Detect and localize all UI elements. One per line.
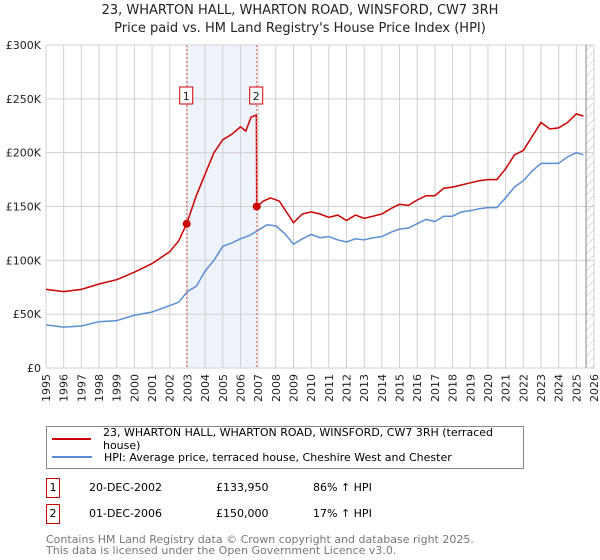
x-tick-label: 2012 xyxy=(341,374,354,402)
transaction-number: 1 xyxy=(46,478,60,498)
x-tick-label: 1997 xyxy=(75,374,88,402)
y-tick-label: £250K xyxy=(6,93,42,106)
x-tick-label: 1999 xyxy=(111,374,124,402)
legend-item-property: 23, WHARTON HALL, WHARTON ROAD, WINSFORD… xyxy=(47,426,523,452)
x-tick-label: 2001 xyxy=(146,374,159,402)
x-tick-label: 2004 xyxy=(199,374,212,402)
y-tick-label: £200K xyxy=(6,147,42,160)
x-tick-label: 2018 xyxy=(447,374,460,402)
x-tick-label: 2019 xyxy=(464,374,477,402)
y-tick-label: £300K xyxy=(6,39,42,52)
x-tick-label: 2017 xyxy=(429,374,442,402)
property-price-line xyxy=(45,113,584,293)
x-tick-label: 2015 xyxy=(394,374,407,402)
x-tick-label: 2009 xyxy=(287,374,300,402)
transaction-hpi: 86% ↑ HPI xyxy=(313,481,372,494)
transaction-number: 2 xyxy=(46,504,60,524)
sale-label-box xyxy=(179,86,194,105)
x-tick-label: 1996 xyxy=(58,374,71,402)
sale-label-box xyxy=(249,86,264,105)
x-tick-label: 2000 xyxy=(128,374,141,402)
x-tick-label: 2011 xyxy=(323,374,336,402)
x-tick-label: 1995 xyxy=(40,374,53,402)
x-tick-label: 2006 xyxy=(234,374,247,402)
x-tick-label: 2010 xyxy=(305,374,318,402)
legend-swatch-blue xyxy=(52,456,92,458)
sale-point xyxy=(252,202,261,211)
y-tick-label: £0 xyxy=(27,362,41,375)
sale-point xyxy=(182,219,191,228)
transaction-row: 2 01-DEC-2006 £150,000 17% ↑ HPI xyxy=(46,504,546,524)
y-tick-label: £150K xyxy=(6,201,42,214)
x-tick-label: 2024 xyxy=(553,374,566,402)
x-tick-label: 2020 xyxy=(482,374,495,402)
transaction-date: 01-DEC-2006 xyxy=(89,507,163,520)
footer-license: This data is licensed under the Open Gov… xyxy=(46,544,397,557)
x-tick-label: 2022 xyxy=(517,374,530,402)
transaction-date: 20-DEC-2002 xyxy=(89,481,163,494)
x-tick-label: 2016 xyxy=(411,374,424,402)
x-tick-label: 1998 xyxy=(93,374,106,402)
x-tick-label: 2014 xyxy=(376,374,389,402)
legend-label: 23, WHARTON HALL, WHARTON ROAD, WINSFORD… xyxy=(102,426,494,452)
sale-label: 1 xyxy=(183,90,190,103)
transaction-hpi: 17% ↑ HPI xyxy=(313,507,372,520)
x-tick-label: 2003 xyxy=(181,374,194,402)
legend-swatch-red xyxy=(52,438,91,440)
x-tick-label: 2008 xyxy=(270,374,283,402)
footer-copyright: Contains HM Land Registry data © Crown c… xyxy=(46,533,474,546)
y-tick-label: £100K xyxy=(6,254,42,267)
x-tick-label: 2025 xyxy=(570,374,583,402)
chart-subtitle: Price paid vs. HM Land Registry's House … xyxy=(114,21,486,36)
legend-item-hpi: HPI: Average price, terraced house, Ches… xyxy=(47,449,452,465)
price-chart: 1995 1996 1997 1998 1999 2000 2001 2002 2003 2004… xyxy=(6,39,600,402)
transaction-row: 1 20-DEC-2002 £133,950 86% ↑ HPI xyxy=(46,478,546,498)
x-tick-label: 2026 xyxy=(588,374,600,402)
chart-title: 23, WHARTON HALL, WHARTON ROAD, WINSFORD… xyxy=(101,3,499,18)
transaction-price: £150,000 xyxy=(216,507,269,520)
x-tick-label: 2007 xyxy=(252,374,265,402)
x-tick-label: 2013 xyxy=(358,374,371,402)
sale-label: 2 xyxy=(253,90,260,103)
transaction-price: £133,950 xyxy=(216,481,269,494)
legend: 23, WHARTON HALL, WHARTON ROAD, WINSFORD… xyxy=(46,426,524,469)
x-tick-label: 2002 xyxy=(164,374,177,402)
x-tick-label: 2005 xyxy=(217,374,230,402)
x-tick-label: 2021 xyxy=(500,374,513,402)
hpi-line xyxy=(45,151,584,328)
x-tick-label: 2023 xyxy=(535,374,548,402)
y-tick-label: £50K xyxy=(13,308,42,321)
legend-label: HPI: Average price, terraced house, Ches… xyxy=(104,450,452,464)
